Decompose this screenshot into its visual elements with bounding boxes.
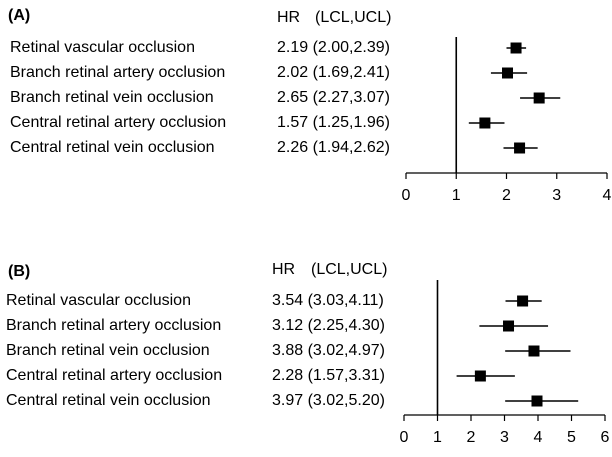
hr-marker — [514, 142, 526, 154]
hr-marker — [533, 92, 545, 104]
x-tick-label: 6 — [601, 429, 610, 446]
hr-marker — [503, 320, 515, 332]
x-tick-label: 2 — [502, 187, 511, 204]
row-name: Branch retinal vein occlusion — [10, 89, 214, 106]
row-name: Retinal vascular occlusion — [10, 39, 195, 56]
row-value: 3.97 (3.02,5.20) — [272, 392, 385, 409]
hr-marker — [474, 370, 486, 382]
forest-panel-b: (B) HR (LCL,UCL) Retinal vascular occlus… — [0, 250, 612, 457]
row-name: Central retinal artery occlusion — [6, 367, 223, 384]
header-ci: (LCL,UCL) — [315, 9, 392, 26]
hr-marker — [531, 395, 543, 407]
row-value: 2.26 (1.94,2.62) — [277, 139, 390, 156]
x-tick-label: 5 — [567, 429, 576, 446]
row-name: Branch retinal artery occlusion — [10, 64, 226, 81]
row-name: Retinal vascular occlusion — [6, 292, 191, 309]
x-tick-label: 3 — [552, 187, 561, 204]
hr-marker — [479, 117, 491, 129]
forest-panel-a: (A) HR (LCL,UCL) Retinal vascular occlus… — [0, 0, 612, 215]
hr-marker — [517, 295, 529, 307]
row-value: 1.57 (1.25,1.96) — [277, 114, 390, 131]
x-tick-label: 0 — [400, 429, 409, 446]
x-tick-label: 1 — [452, 187, 461, 204]
x-tick-label: 4 — [534, 429, 543, 446]
hr-marker — [528, 345, 540, 357]
row-value: 2.19 (2.00,2.39) — [277, 39, 390, 56]
header-hr: HR — [277, 9, 301, 26]
header-hr: HR — [272, 261, 296, 278]
x-tick-label: 4 — [603, 187, 612, 204]
row-value: 2.28 (1.57,3.31) — [272, 367, 385, 384]
row-name: Central retinal vein occlusion — [6, 392, 211, 409]
forest-plot-b: 0 1 2 3 4 5 6 — [400, 280, 610, 446]
header-ci: (LCL,UCL) — [311, 261, 388, 278]
panel-label: (A) — [8, 7, 31, 24]
row-name: Central retinal vein occlusion — [10, 139, 215, 156]
row-name: Central retinal artery occlusion — [10, 114, 227, 131]
row-value: 3.54 (3.03,4.11) — [272, 292, 384, 309]
x-tick-label: 3 — [500, 429, 509, 446]
x-tick-label: 1 — [433, 429, 442, 446]
row-value: 2.02 (1.69,2.41) — [277, 64, 390, 81]
panel-label: (B) — [8, 263, 31, 280]
row-value: 3.88 (3.02,4.97) — [272, 342, 385, 359]
row-name: Branch retinal vein occlusion — [6, 342, 210, 359]
hr-marker — [510, 42, 522, 54]
x-tick-label: 0 — [402, 187, 411, 204]
x-tick-label: 2 — [467, 429, 476, 446]
row-name: Branch retinal artery occlusion — [6, 317, 222, 334]
forest-plot-a: 0 1 2 3 4 — [402, 37, 612, 204]
row-value: 2.65 (2.27,3.07) — [277, 89, 390, 106]
row-value: 3.12 (2.25,4.30) — [272, 317, 385, 334]
hr-marker — [502, 67, 514, 79]
